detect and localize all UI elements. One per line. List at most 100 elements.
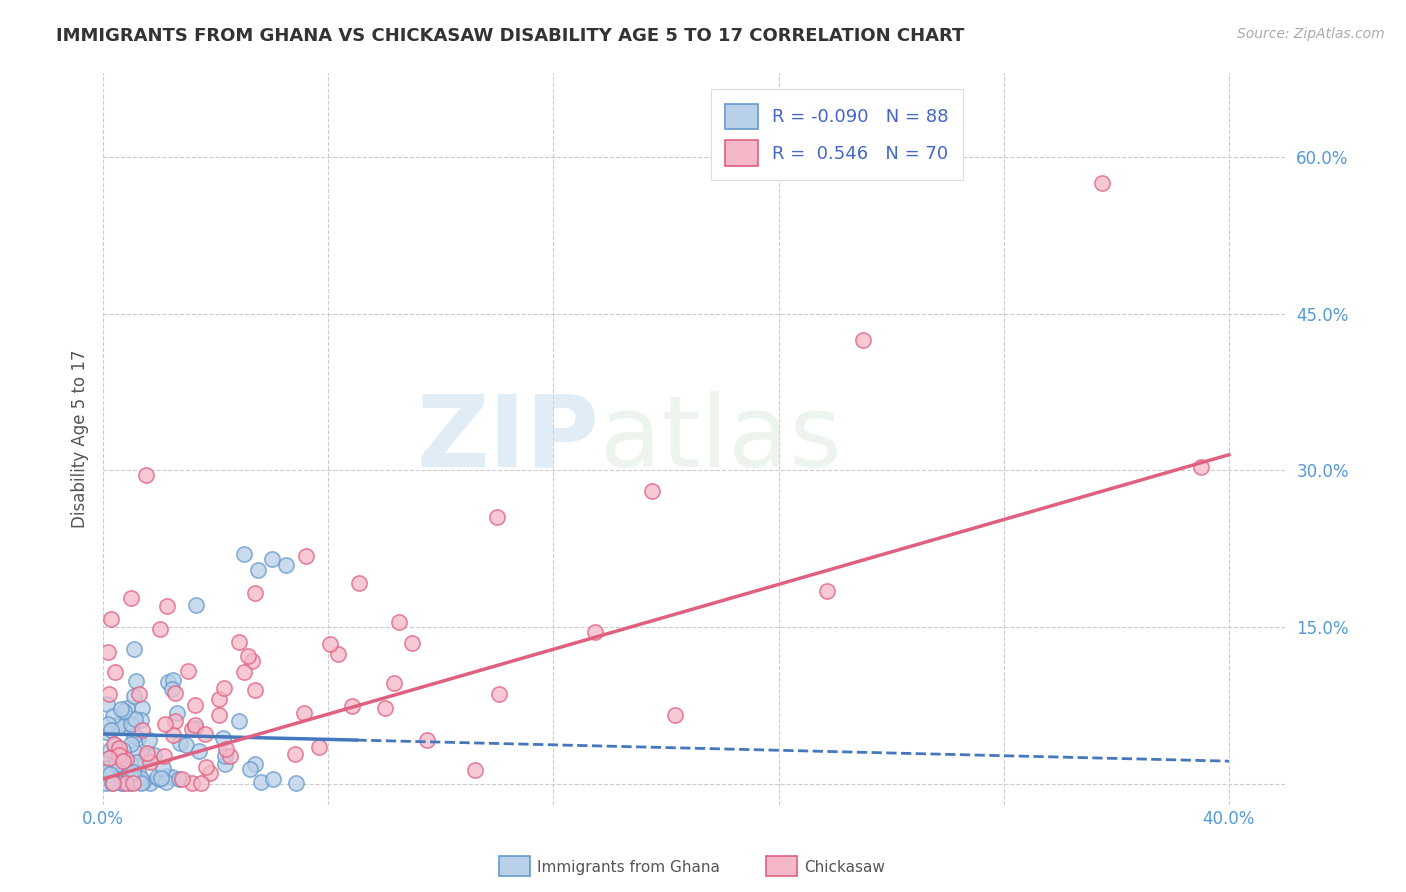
Point	[129, 713, 152, 727]
Point	[98, 767, 121, 781]
Point	[96, 698, 118, 712]
Point	[111, 776, 134, 790]
Point	[120, 591, 142, 605]
Point	[166, 706, 188, 720]
Point	[852, 333, 875, 347]
Point	[115, 751, 138, 765]
Point	[129, 771, 152, 785]
Point	[236, 648, 259, 663]
Point	[208, 691, 231, 706]
Point	[214, 748, 236, 763]
Point	[416, 732, 439, 747]
Point	[190, 776, 212, 790]
Point	[114, 704, 136, 718]
Text: Source: ZipAtlas.com: Source: ZipAtlas.com	[1237, 27, 1385, 41]
Point	[174, 738, 197, 752]
Point	[97, 687, 120, 701]
Point	[169, 736, 191, 750]
Point	[97, 645, 120, 659]
Point	[326, 647, 349, 661]
Point	[212, 731, 235, 745]
Point	[98, 743, 121, 757]
Point	[114, 765, 136, 780]
Point	[240, 654, 263, 668]
Point	[111, 776, 134, 790]
Point	[488, 687, 510, 701]
Point	[122, 690, 145, 704]
Point	[162, 673, 184, 687]
Point	[186, 598, 208, 612]
Point	[100, 612, 122, 626]
Point	[138, 776, 160, 790]
Point	[132, 775, 155, 789]
Point	[111, 743, 134, 757]
Point	[349, 576, 371, 591]
Point	[1091, 176, 1114, 190]
Point	[131, 723, 153, 737]
Point	[243, 586, 266, 600]
Text: Immigrants from Ghana: Immigrants from Ghana	[537, 860, 720, 874]
Point	[218, 749, 240, 764]
Point	[155, 775, 177, 789]
Point	[120, 737, 142, 751]
Point	[184, 718, 207, 732]
Point	[149, 772, 172, 786]
Point	[104, 744, 127, 758]
Point	[104, 665, 127, 679]
Point	[232, 665, 254, 679]
Point	[94, 765, 117, 780]
Point	[228, 714, 250, 728]
Point	[96, 761, 118, 775]
Point	[583, 625, 606, 640]
Point	[292, 706, 315, 720]
Point	[342, 699, 364, 714]
Point	[101, 776, 124, 790]
Point	[96, 754, 118, 768]
Point	[245, 682, 267, 697]
Point	[388, 615, 411, 629]
Point	[115, 700, 138, 714]
Point	[152, 761, 174, 775]
Point	[170, 772, 193, 786]
Point	[103, 709, 125, 723]
Point	[124, 767, 146, 781]
Point	[127, 772, 149, 786]
Point	[115, 776, 138, 790]
Point	[108, 748, 131, 763]
Point	[135, 467, 157, 482]
Point	[162, 728, 184, 742]
Point	[249, 774, 271, 789]
Point	[117, 774, 139, 789]
Point	[125, 755, 148, 769]
Point	[94, 724, 117, 739]
Point	[664, 708, 686, 723]
Point	[135, 749, 157, 764]
Point	[295, 549, 318, 563]
Text: atlas: atlas	[599, 391, 841, 488]
Point	[160, 681, 183, 696]
Point	[232, 547, 254, 561]
Point	[374, 701, 396, 715]
Point	[146, 771, 169, 785]
Point	[110, 702, 132, 716]
Point	[143, 747, 166, 762]
Point	[160, 771, 183, 785]
Point	[120, 776, 142, 790]
Point	[163, 686, 186, 700]
Point	[156, 769, 179, 783]
Point	[401, 635, 423, 649]
Point	[177, 664, 200, 678]
Point	[127, 731, 149, 745]
Point	[120, 756, 142, 770]
Point	[122, 730, 145, 744]
Text: IMMIGRANTS FROM GHANA VS CHICKASAW DISABILITY AGE 5 TO 17 CORRELATION CHART: IMMIGRANTS FROM GHANA VS CHICKASAW DISAB…	[56, 27, 965, 45]
Point	[167, 772, 190, 787]
Point	[120, 716, 142, 731]
Point	[214, 681, 236, 696]
Point	[194, 760, 217, 774]
Point	[200, 765, 222, 780]
Point	[105, 756, 128, 771]
Point	[260, 552, 283, 566]
Point	[284, 747, 307, 761]
Point	[150, 771, 173, 785]
